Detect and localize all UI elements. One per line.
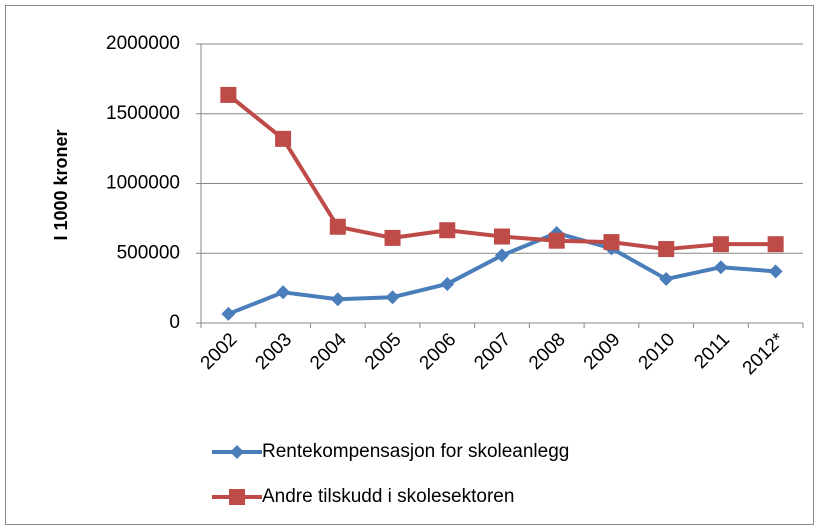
marker <box>768 264 783 279</box>
marker <box>329 218 346 235</box>
marker <box>229 489 245 505</box>
y-tick-label: 500000 <box>117 242 180 263</box>
marker <box>230 445 244 459</box>
chart-border <box>5 5 814 525</box>
marker <box>713 260 728 275</box>
marker <box>658 241 675 258</box>
marker <box>494 228 510 245</box>
marker <box>439 222 456 239</box>
marker <box>385 290 400 305</box>
marker <box>275 130 292 147</box>
y-tick-label: 0 <box>169 312 180 333</box>
legend-label: Rentekompensasjon for skoleanlegg <box>262 441 569 462</box>
y-tick-label: 1500000 <box>106 103 180 124</box>
y-tick-label: 2000000 <box>106 33 180 54</box>
marker <box>767 236 784 253</box>
y-tick-label: 1000000 <box>106 173 180 194</box>
marker <box>712 236 729 253</box>
marker <box>495 248 509 263</box>
marker <box>330 292 345 307</box>
marker <box>276 285 291 300</box>
y-axis-label: I 1000 kroner <box>51 129 71 240</box>
marker <box>384 229 401 246</box>
marker <box>440 276 455 291</box>
marker <box>220 86 237 103</box>
marker <box>659 272 674 287</box>
marker <box>548 232 565 249</box>
marker <box>603 234 620 251</box>
marker <box>221 306 236 321</box>
legend-label: Andre tilskudd i skolesektoren <box>262 486 514 507</box>
